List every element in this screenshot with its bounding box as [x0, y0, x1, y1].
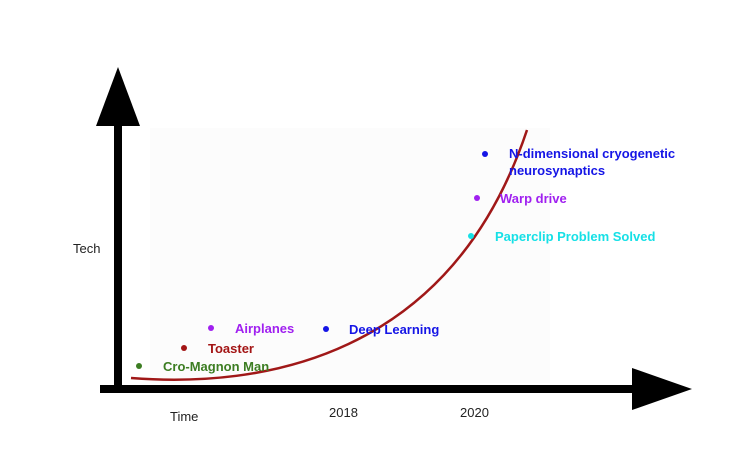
- milestone-dot: [136, 363, 142, 369]
- growth-curve: [130, 129, 529, 381]
- milestone-dot: [181, 345, 187, 351]
- milestone-label: Paperclip Problem Solved: [495, 229, 655, 244]
- background-panel: [150, 128, 550, 383]
- milestone-airplanes: Airplanes: [208, 321, 294, 336]
- milestone-dot: [474, 195, 480, 201]
- y-axis-arrowhead: [96, 67, 140, 126]
- y-axis-label: Tech: [73, 241, 100, 256]
- x-tick-2020: 2020: [460, 405, 489, 420]
- x-axis-label: Time: [170, 409, 198, 424]
- milestone-label: Deep Learning: [349, 322, 439, 337]
- milestone-warp-drive: Warp drive: [474, 191, 567, 206]
- milestone-label: N-dimensional cryogenetic: [509, 146, 675, 161]
- milestone-label: Warp drive: [500, 191, 567, 206]
- milestone-paperclip: Paperclip Problem Solved: [468, 229, 655, 244]
- milestone-n-dimensional: N-dimensional cryogenetic neurosynaptics: [482, 146, 675, 178]
- milestone-label: Cro-Magnon Man: [163, 359, 269, 374]
- milestone-toaster: Toaster: [181, 341, 254, 356]
- x-axis-arrowhead: [632, 368, 692, 410]
- x-tick-2018: 2018: [329, 405, 358, 420]
- milestone-label: Toaster: [208, 341, 254, 356]
- milestone-label: Airplanes: [235, 321, 294, 336]
- milestone-dot: [468, 233, 474, 239]
- milestone-dot: [208, 325, 214, 331]
- milestone-cro-magnon: Cro-Magnon Man: [136, 359, 269, 374]
- milestone-dot: [482, 151, 488, 157]
- milestone-dot: [323, 326, 329, 332]
- milestone-label-line2: neurosynaptics: [509, 163, 605, 178]
- milestone-deep-learning: Deep Learning: [323, 322, 439, 337]
